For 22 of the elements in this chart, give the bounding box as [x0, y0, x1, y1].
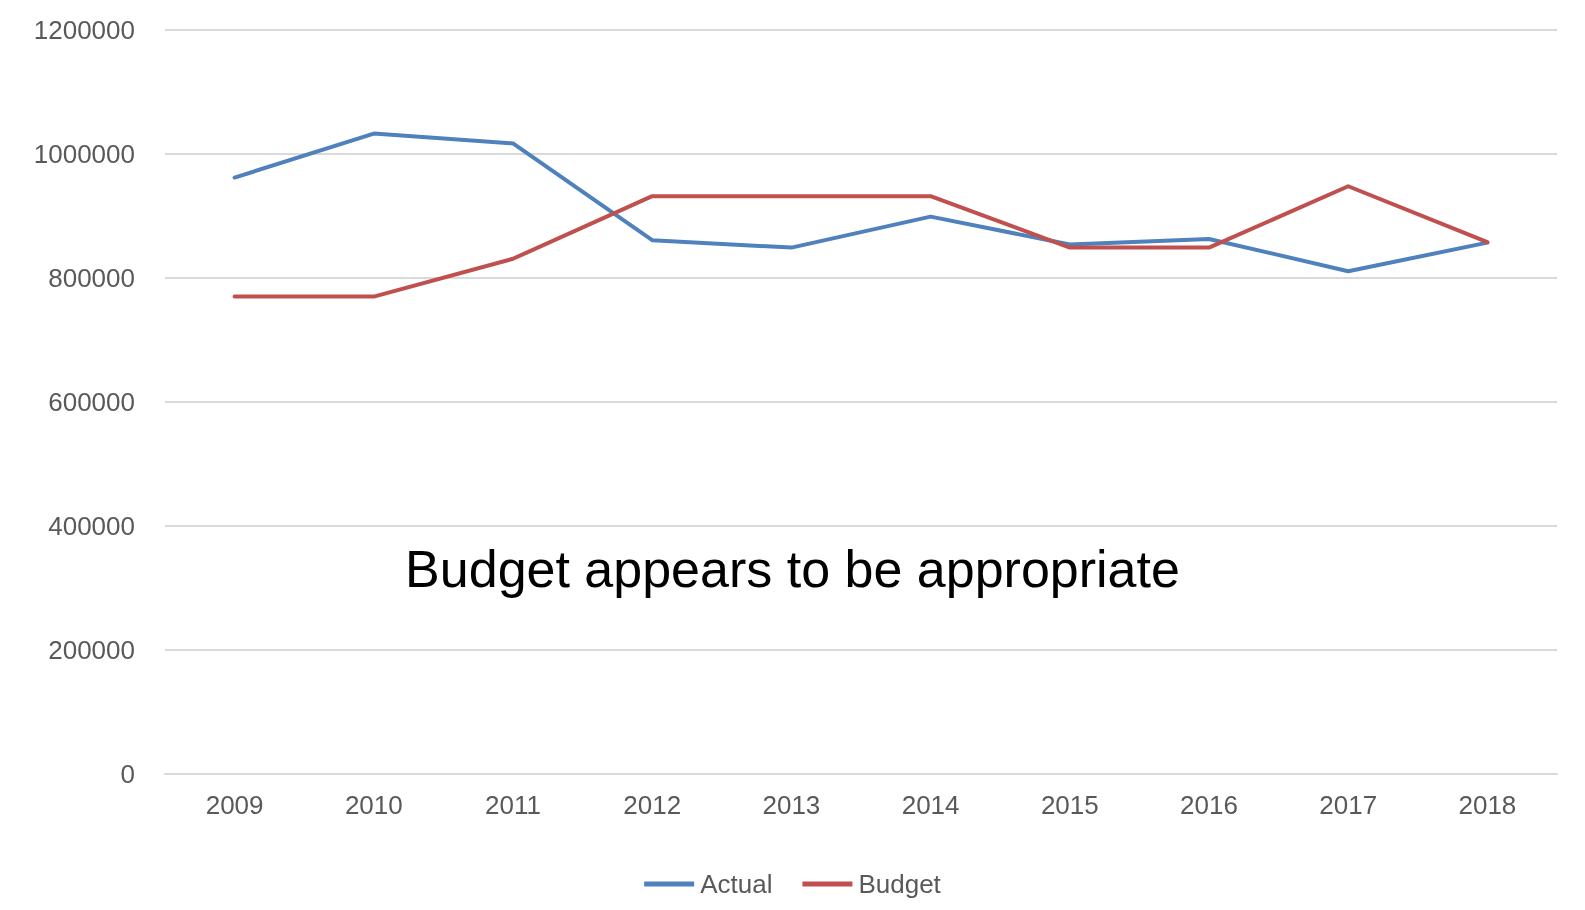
x-tick-label: 2010: [344, 790, 403, 820]
x-tick-label: 2013: [762, 790, 821, 820]
legend-label: Actual: [700, 869, 773, 899]
y-tick-label: 800000: [48, 263, 135, 293]
x-tick-label: 2011: [485, 790, 541, 820]
x-tick-label: 2009: [205, 790, 264, 820]
y-tick-label: 600000: [48, 387, 135, 417]
x-tick-label: 2012: [623, 790, 682, 820]
x-tick-label: 2018: [1458, 790, 1517, 820]
legend-label: Budget: [858, 869, 942, 899]
y-tick-label: 200000: [48, 635, 135, 665]
y-tick-label: 1200000: [33, 15, 135, 45]
line-series: [232, 131, 1490, 274]
y-tick-label: 0: [120, 759, 135, 789]
annotation: Budget appears to be appropriate: [405, 540, 1180, 598]
x-tick-label: 2017: [1319, 790, 1378, 820]
line-series: [232, 184, 1490, 299]
x-tick-label: 2016: [1180, 790, 1238, 820]
y-tick-label: 400000: [48, 511, 135, 541]
x-tick-label: 2014: [901, 790, 960, 820]
y-tick-label: 1000000: [33, 139, 135, 169]
x-tick-label: 2015: [1040, 790, 1099, 820]
